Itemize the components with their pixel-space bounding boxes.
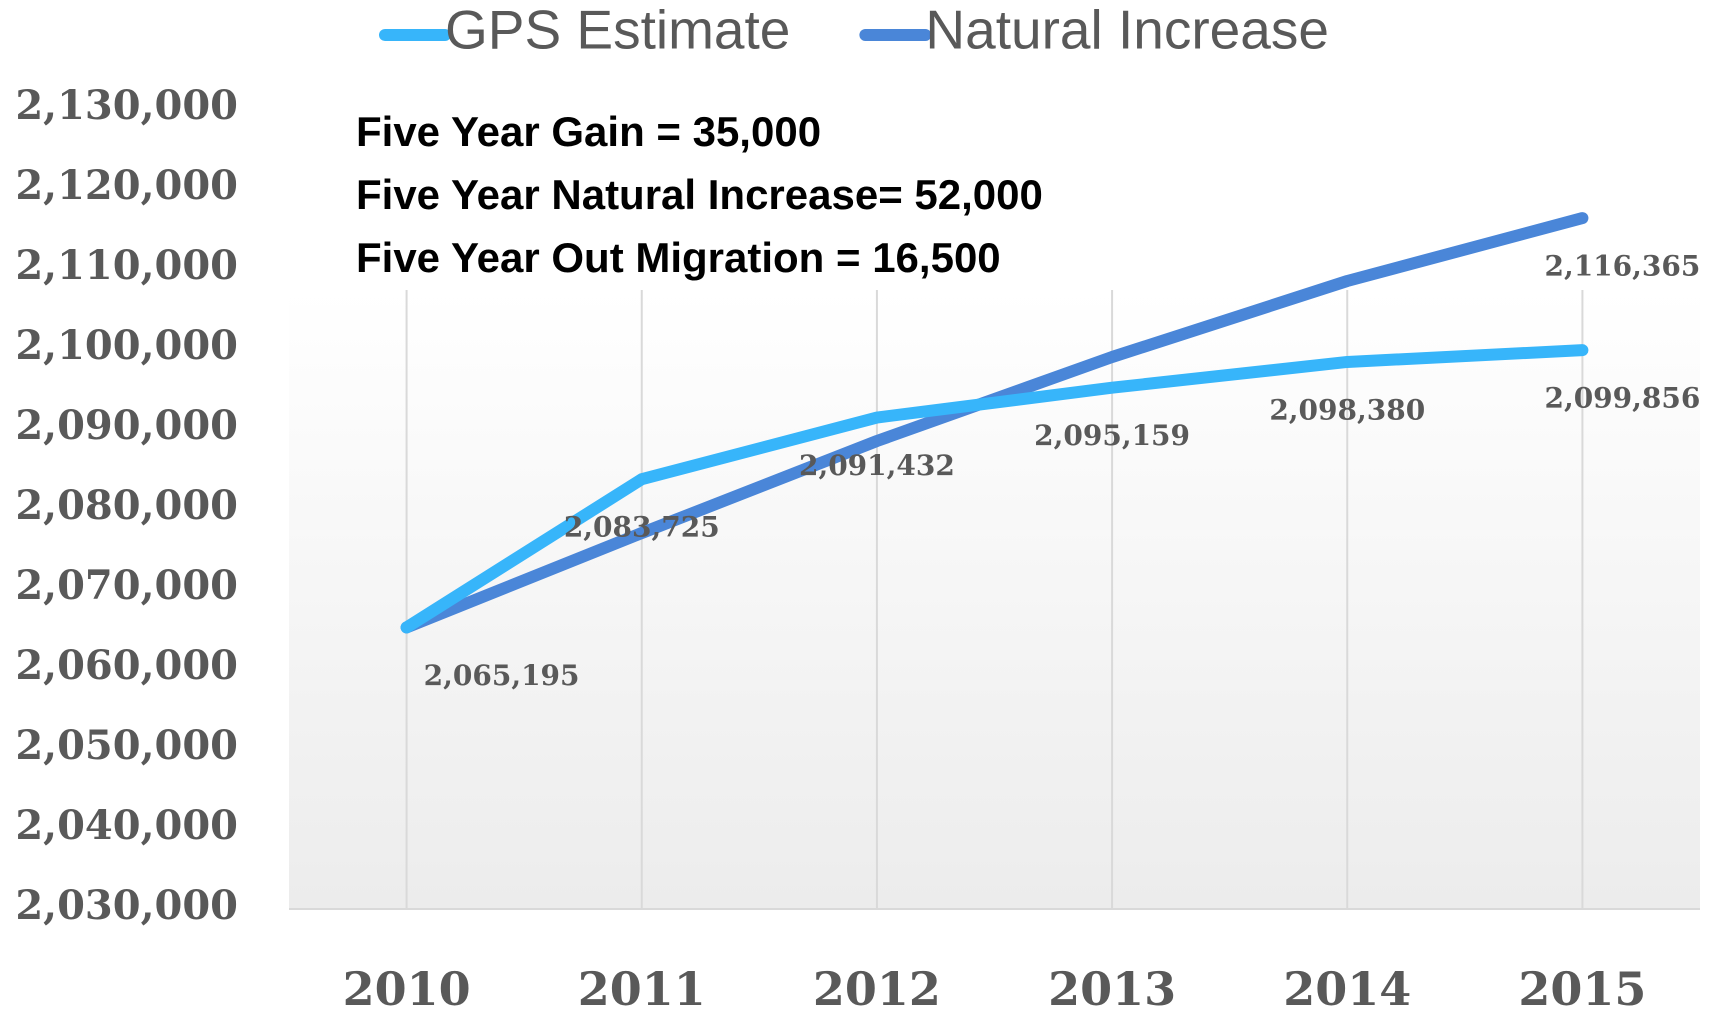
data-label: 2,099,856 — [1544, 382, 1700, 415]
data-label: 2,095,159 — [1034, 419, 1190, 452]
y-tick-label: 2,050,000 — [15, 722, 238, 769]
y-tick-label: 2,060,000 — [15, 642, 238, 689]
data-label: 2,083,725 — [564, 511, 720, 544]
y-tick-label: 2,120,000 — [15, 162, 238, 209]
y-tick-label: 2,070,000 — [15, 562, 238, 609]
y-tick-label: 2,100,000 — [15, 322, 238, 369]
annotation: Five Year Natural Increase= 52,000 — [356, 171, 1043, 218]
plot-background — [289, 290, 1700, 909]
y-tick-label: 2,040,000 — [15, 802, 238, 849]
data-label: 2,116,365 — [1544, 250, 1700, 283]
legend-label: GPS Estimate — [445, 0, 790, 61]
x-tick-label: 2010 — [343, 962, 471, 1016]
data-label: 2,065,195 — [424, 659, 580, 692]
annotation: Five Year Out Migration = 16,500 — [356, 234, 1001, 281]
annotation: Five Year Gain = 35,000 — [356, 108, 821, 155]
series-line — [400, 344, 1589, 634]
x-tick-label: 2015 — [1518, 962, 1646, 1016]
x-tick-label: 2014 — [1283, 962, 1411, 1016]
data-label: 2,091,432 — [799, 449, 955, 482]
y-tick-label: 2,080,000 — [15, 482, 238, 529]
y-tick-label: 2,030,000 — [15, 882, 238, 929]
data-label: 2,098,380 — [1269, 393, 1425, 426]
y-tick-label: 2,090,000 — [15, 402, 238, 449]
legend-label: Natural Increase — [925, 0, 1329, 61]
x-tick-label: 2011 — [578, 962, 706, 1016]
x-tick-label: 2013 — [1048, 962, 1176, 1016]
y-tick-label: 2,130,000 — [15, 82, 238, 129]
x-tick-label: 2012 — [813, 962, 941, 1016]
y-tick-label: 2,110,000 — [15, 242, 238, 289]
